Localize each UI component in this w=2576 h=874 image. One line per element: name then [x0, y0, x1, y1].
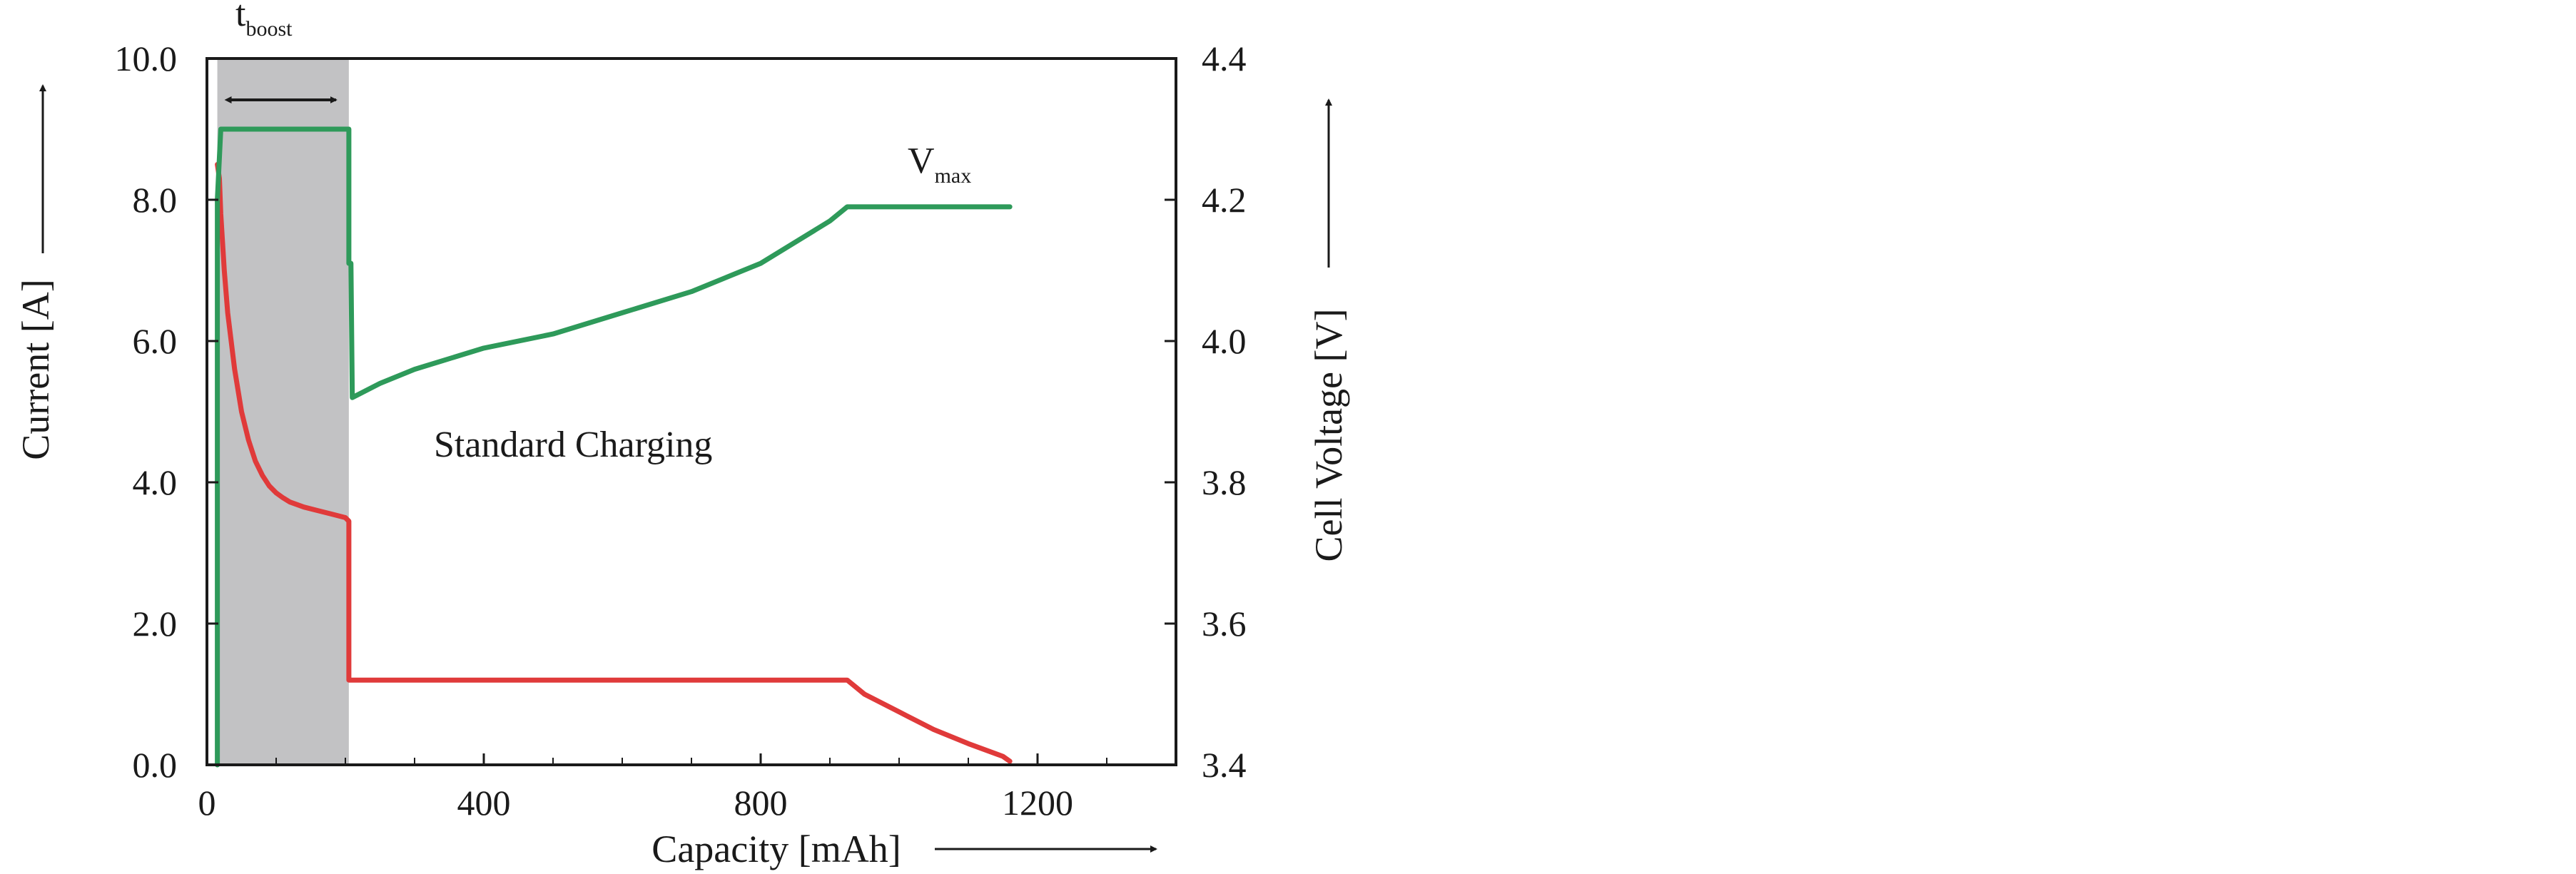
v-max-label: Vmax: [908, 141, 971, 188]
y-right-tick-label: 3.8: [1202, 462, 1247, 502]
x-axis-label: Capacity [mAh]: [651, 828, 901, 870]
x-tick-label: 800: [734, 783, 788, 823]
y-left-tick-label: 4.0: [133, 462, 178, 502]
y-left-tick-label: 0.0: [133, 745, 178, 785]
y-axis-left-label: Current [A]: [14, 279, 57, 459]
standard-charging-label: Standard Charging: [434, 425, 712, 465]
voltage-series-line: [215, 126, 1013, 768]
current-series-line: [215, 162, 1013, 764]
v-max-subscript: max: [935, 164, 972, 188]
y-right-tick-label: 3.4: [1202, 745, 1247, 785]
y-axis-right-label: Cell Voltage [V]: [1307, 309, 1350, 562]
x-tick-label: 1200: [1002, 783, 1073, 823]
x-tick-label: 0: [198, 783, 216, 823]
t-boost-main: t: [235, 0, 246, 34]
t-boost-subscript: boost: [245, 17, 293, 41]
v-max-main: V: [908, 141, 935, 181]
y-right-tick-label: 4.2: [1202, 180, 1247, 220]
y-right-tick-label: 4.0: [1202, 321, 1247, 361]
y-right-tick-label: 3.6: [1202, 604, 1247, 644]
y-left-tick-label: 10.0: [115, 39, 178, 78]
y-right-tick-label: 4.4: [1202, 39, 1247, 78]
y-left-tick-label: 8.0: [133, 180, 178, 220]
y-left-tick-label: 2.0: [133, 604, 178, 644]
t-boost-label: tboost: [235, 0, 293, 41]
x-tick-label: 400: [457, 783, 511, 823]
boost-region: [217, 59, 349, 765]
y-left-tick-label: 6.0: [133, 321, 178, 361]
plot-frame: [206, 57, 1177, 766]
